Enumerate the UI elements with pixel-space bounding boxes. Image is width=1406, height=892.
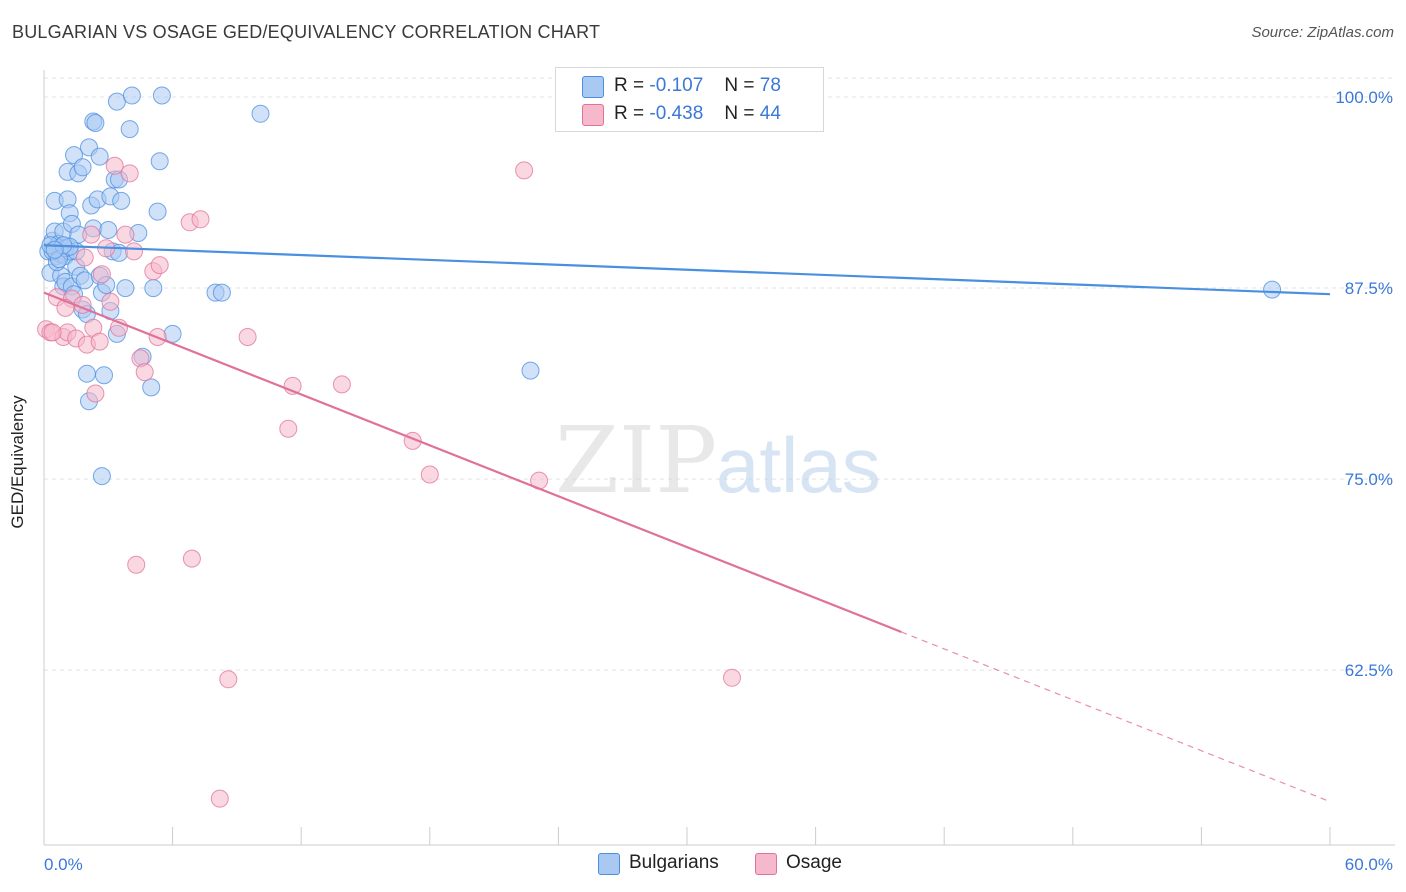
osage-point (127, 555, 146, 574)
bulgarians-point (122, 86, 141, 105)
bulgarians-point (1263, 280, 1282, 299)
osage-point (135, 363, 154, 382)
bulgarians-point (163, 324, 182, 343)
osage-point (515, 161, 534, 180)
bottom-legend-swatch-bulgarians (598, 853, 620, 875)
legend-swatch-bulgarians (582, 76, 604, 98)
bottom-legend-label-osage: Osage (786, 852, 842, 873)
bulgarians-point (120, 120, 139, 139)
x-tick-label-max: 60.0% (1345, 855, 1393, 874)
bulgarians-point (152, 86, 171, 105)
osage-point (92, 265, 111, 284)
bulgarians-point (251, 104, 270, 123)
bulgarians-point (212, 283, 231, 302)
y-axis-label: GED/Equivalency (8, 395, 27, 529)
bulgarians-point (75, 271, 94, 290)
bulgarians-point (144, 279, 163, 298)
bulgarians-point (95, 366, 113, 385)
osage-point (279, 419, 298, 438)
bulgarians-point (116, 279, 135, 298)
bulgarians-point (107, 92, 126, 111)
osage-trend-extension (901, 631, 1331, 803)
osage-point (125, 242, 143, 261)
watermark-atlas: atlas (716, 421, 881, 509)
watermark-zip: ZIP (555, 407, 717, 514)
osage-point (116, 225, 135, 244)
bulgarians-point (142, 378, 161, 397)
chart-title: BULGARIAN VS OSAGE GED/EQUIVALENCY CORRE… (12, 22, 601, 42)
osage-point (332, 375, 351, 394)
osage-point (43, 323, 62, 342)
y-tick-label: 62.5% (1345, 661, 1393, 680)
osage-point (120, 164, 139, 183)
osage-trend-line (43, 291, 902, 633)
osage-point (105, 156, 124, 175)
osage-point (90, 332, 109, 351)
y-tick-label: 100.0% (1335, 88, 1393, 107)
osage-point (238, 328, 257, 346)
bulgarians-point (150, 152, 169, 171)
source-label: Source: ZipAtlas.com (1251, 24, 1394, 41)
bottom-legend-swatch-osage (755, 853, 777, 875)
y-tick-label: 75.0% (1345, 470, 1393, 489)
bulgarians-point (65, 146, 83, 165)
osage-point (219, 670, 238, 689)
osage-point (182, 549, 201, 568)
legend-text-osage: R = -0.438 N = 44 (614, 103, 781, 124)
bulgarians-point (521, 361, 540, 380)
grid-lines (44, 77, 1395, 671)
osage-point (420, 465, 439, 484)
trend-lines (43, 244, 1331, 803)
osage-point (150, 256, 169, 275)
bulgarians-point (73, 158, 92, 177)
bulgarians-point (148, 202, 167, 221)
bulgarians-point (99, 221, 118, 239)
legend-text-bulgarians: R = -0.107 N = 78 (614, 75, 781, 96)
osage-point (723, 668, 741, 687)
bulgarians-trend-line (43, 244, 1331, 296)
bulgarians-point (77, 364, 96, 383)
x-tick-label-min: 0.0% (44, 855, 83, 874)
osage-point (75, 248, 94, 267)
legend-swatch-osage (582, 104, 604, 126)
axes (43, 70, 1395, 846)
bottom-legend-label-bulgarians: Bulgarians (629, 852, 719, 873)
tick-labels: 100.0% 87.5% 75.0% 62.5% 0.0% 60.0% (44, 88, 1393, 874)
osage-point (86, 384, 105, 403)
y-tick-label: 87.5% (1345, 279, 1393, 298)
bulgarians-point (86, 114, 105, 132)
bulgarians-point (112, 191, 131, 210)
osage-point (82, 225, 101, 244)
bulgarians-point (92, 467, 111, 486)
correlation-legend: R = -0.107 N = 78 R = -0.438 N = 44 (555, 67, 824, 132)
data-points (37, 86, 1282, 808)
bulgarians-point (45, 240, 64, 259)
watermark: ZIP atlas (555, 407, 881, 514)
bulgarians-point (90, 147, 109, 166)
osage-point (210, 789, 229, 808)
osage-point (191, 210, 210, 229)
osage-point (101, 292, 120, 311)
